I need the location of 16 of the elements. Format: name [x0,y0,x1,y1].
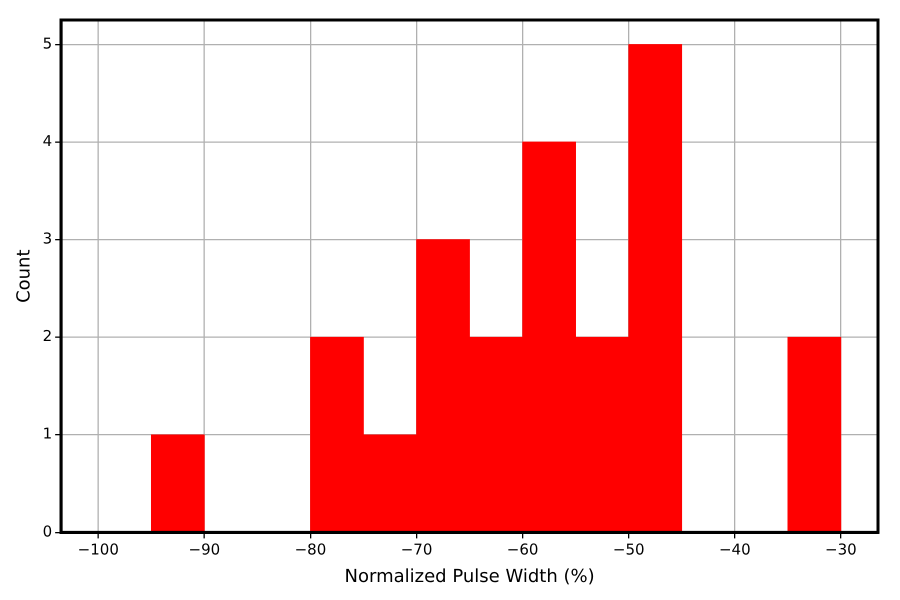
x-tick-label: −70 [400,540,432,558]
x-tick-label: −30 [825,540,857,558]
y-tick-label: 0 [42,522,52,540]
y-axis-title: Count [13,249,34,303]
y-tick-label: 2 [42,327,52,346]
x-tick-label: −80 [294,540,326,558]
y-tick-label: 1 [42,424,52,443]
x-tick-label: −40 [718,540,751,558]
x-tick-label: −50 [612,540,645,558]
y-tick-label: 5 [42,34,52,52]
y-tick-label: 4 [42,132,52,150]
y-tick-label: 3 [42,229,52,248]
x-tick-label: −100 [78,540,119,558]
x-axis-title: Normalized Pulse Width (%) [344,566,595,587]
x-tick-label: −90 [188,540,220,558]
x-tick-label: −60 [506,540,538,558]
